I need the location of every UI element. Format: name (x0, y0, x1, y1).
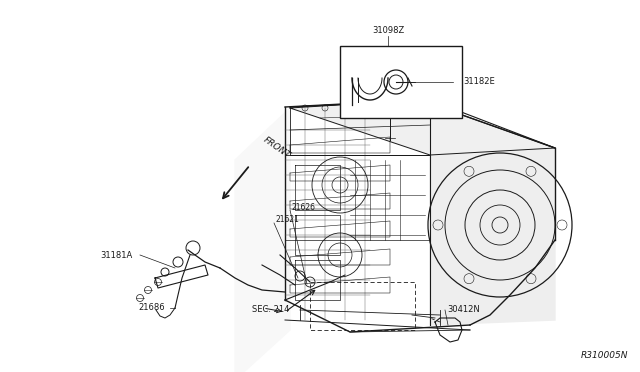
Text: 21621: 21621 (275, 215, 299, 224)
Bar (340, 46, 462, 118)
Text: R310005N: R310005N (580, 351, 628, 360)
Text: 21686: 21686 (138, 304, 164, 312)
Polygon shape (290, 100, 555, 155)
Polygon shape (430, 148, 555, 325)
Text: 31181A: 31181A (100, 250, 132, 260)
Text: 30412N: 30412N (447, 305, 480, 314)
Text: 31098Z: 31098Z (372, 26, 404, 35)
Text: FRONT: FRONT (262, 135, 292, 160)
Text: SEC. 214: SEC. 214 (252, 305, 289, 314)
Polygon shape (235, 108, 290, 372)
Text: 31182E: 31182E (463, 77, 495, 87)
Text: 21626: 21626 (292, 202, 316, 212)
